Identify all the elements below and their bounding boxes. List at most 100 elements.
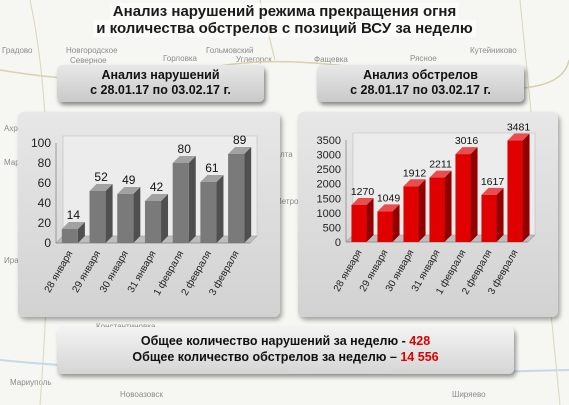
- map-label: Гольмовский: [206, 46, 254, 55]
- bar: [144, 201, 162, 243]
- y-tick-label: 20: [38, 216, 52, 230]
- bar-top: [455, 147, 478, 155]
- data-label: 1912: [403, 167, 427, 179]
- bar-side: [444, 170, 452, 242]
- map-label: Ширяево: [452, 390, 486, 399]
- bar-top: [117, 187, 141, 194]
- map-label: Петров: [276, 197, 303, 206]
- bar: [200, 182, 217, 243]
- y-tick-label: 500: [323, 222, 341, 234]
- bar-side: [366, 197, 374, 242]
- map-label: Горловка: [163, 54, 198, 63]
- summary-shellings-value: 14 556: [400, 350, 439, 364]
- data-label: 89: [233, 133, 247, 147]
- y-tick-label: 80: [38, 156, 52, 170]
- data-label: 3016: [455, 135, 479, 147]
- shellings-chart-panel: 0 500 1000 1500 2000 2500 3000 3500 1270 28 январ…: [298, 112, 558, 317]
- y-tick-label: 3000: [317, 150, 341, 162]
- bar-side: [161, 194, 169, 243]
- bar-top: [507, 133, 530, 141]
- bar-side: [418, 179, 426, 242]
- data-label: 1270: [351, 186, 375, 198]
- bar: [89, 191, 106, 243]
- bar-top: [351, 197, 374, 205]
- bar-top: [377, 204, 400, 212]
- y-tick-label: 1500: [317, 193, 341, 205]
- y-tick-label: 0: [44, 236, 51, 250]
- bar-side: [216, 175, 224, 243]
- y-tick-label: 3500: [317, 135, 341, 147]
- data-label: 80: [178, 142, 192, 156]
- map-label: Новгородское: [66, 46, 118, 55]
- map-label: Кутейниково: [470, 46, 517, 55]
- data-label: 42: [150, 180, 164, 194]
- map-label: Углегорск: [236, 55, 272, 64]
- map-label: Константиновка: [96, 322, 155, 331]
- bar: [228, 154, 245, 243]
- bar: [403, 186, 419, 242]
- y-tick-label: 2000: [317, 179, 341, 191]
- map-label: Новоазовск: [120, 390, 163, 399]
- shellings-header-line-2: с 28.01.17 по 03.02.17 г.: [350, 83, 491, 97]
- map-label: Градово: [2, 46, 33, 55]
- bar-top: [89, 184, 113, 191]
- map-label: Ира: [4, 256, 19, 265]
- map-label: Полта: [270, 150, 293, 159]
- title-line-1: Анализ нарушений режима прекращения огня: [109, 3, 460, 20]
- bar-side: [105, 184, 113, 243]
- data-label: 61: [205, 161, 219, 175]
- bar-top: [61, 222, 85, 229]
- summary-violations-value: 428: [409, 334, 431, 348]
- map-label: Ахр: [4, 124, 18, 133]
- data-label: 1049: [377, 192, 401, 204]
- bar: [61, 229, 78, 243]
- map-label: Мар: [4, 158, 20, 167]
- bar-side: [496, 187, 504, 242]
- summary-violations: Общее количество нарушений за неделю - 4…: [57, 333, 514, 349]
- y-tick-label: 0: [335, 237, 341, 249]
- y-tick-label: 100: [31, 136, 51, 150]
- violations-header: Анализ нарушений с 28.01.17 по 03.02.17 …: [57, 65, 264, 102]
- violations-header-line-1: Анализ нарушений: [101, 68, 220, 82]
- bar-top: [481, 187, 504, 195]
- bar: [377, 211, 393, 242]
- y-tick-label: 1000: [317, 208, 341, 220]
- bar-top: [403, 179, 426, 187]
- bar: [172, 163, 189, 243]
- data-label: 3481: [507, 122, 531, 134]
- bar-side: [470, 147, 478, 242]
- y-tick-label: 60: [38, 176, 52, 190]
- shellings-header: Анализ обстрелов с 28.01.17 по 03.02.17 …: [317, 65, 524, 102]
- summary-shellings-text: Общее количество обстрелов за неделю –: [132, 350, 397, 364]
- bar: [429, 177, 445, 242]
- summary-shellings: Общее количество обстрелов за неделю – 1…: [57, 349, 514, 365]
- bar-side: [188, 156, 196, 243]
- title-line-2: и количества обстрелов с позиций ВСУ за …: [93, 20, 476, 37]
- page-title: Анализ нарушений режима прекращения огня…: [0, 3, 569, 37]
- data-label: 1617: [481, 176, 505, 188]
- bar-top: [200, 175, 224, 182]
- map-label: Мариуполь: [10, 378, 52, 387]
- y-tick-label: 2500: [317, 164, 341, 176]
- bar-side: [392, 204, 400, 242]
- bar-side: [522, 133, 530, 242]
- data-label: 52: [94, 170, 108, 184]
- bar: [351, 204, 367, 242]
- bar-side: [133, 187, 141, 243]
- bar: [455, 154, 471, 242]
- bar-top: [228, 147, 252, 154]
- data-label: 49: [122, 173, 136, 187]
- bar-top: [172, 156, 196, 163]
- bar: [117, 194, 134, 243]
- bar: [481, 194, 497, 242]
- summary-violations-text: Общее количество нарушений за неделю -: [140, 334, 406, 348]
- map-label: Фащевка: [314, 55, 348, 64]
- map-label: Северное: [70, 56, 107, 65]
- bar-top: [429, 170, 452, 178]
- y-tick-label: 40: [38, 196, 52, 210]
- violations-chart-panel: 0 20 40 60 80 100 14 28 января 52 29 января 49 30 я…: [18, 112, 280, 317]
- shellings-header-line-1: Анализ обстрелов: [363, 68, 478, 82]
- data-label: 2211: [429, 159, 452, 171]
